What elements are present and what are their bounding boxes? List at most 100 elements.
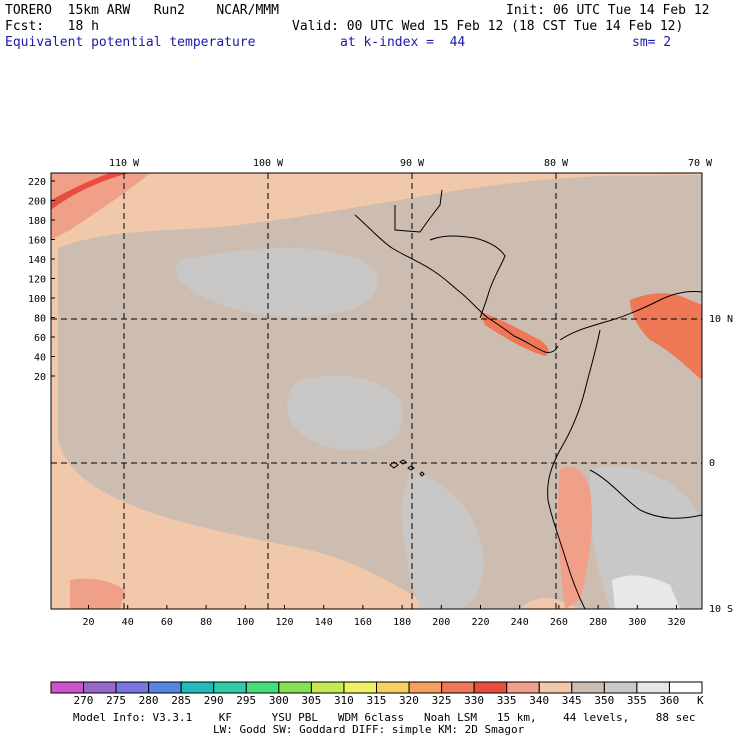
bottom-label: 20 [82, 617, 94, 628]
bottom-label: 140 [315, 617, 333, 628]
bottom-label: 280 [589, 617, 607, 628]
top-label: 100 W [253, 158, 284, 169]
shading-white-patch [612, 575, 680, 609]
colorbar-swatch [538, 681, 573, 694]
colorbar-label: 330 [464, 694, 485, 707]
left-label: 220 [28, 177, 46, 188]
coastline-yucatan [394, 189, 443, 233]
left-label: 180 [28, 216, 46, 227]
top-label: 90 W [400, 158, 425, 169]
shading-grey-patch [401, 470, 484, 609]
latlon-grid [51, 173, 702, 609]
coastlines [354, 189, 702, 609]
left-axis-labels: 220 200 180 160 140 120 100 80 60 40 20 [28, 177, 46, 383]
left-label: 20 [34, 372, 46, 383]
shading-grey-patch [176, 247, 379, 317]
shading-grey-patch [287, 375, 403, 451]
shading-warm-andes [557, 466, 592, 609]
top-label: 110 W [109, 158, 140, 169]
smoothing-info: sm= 2 [632, 35, 672, 50]
left-label: 160 [28, 236, 46, 247]
colorbar-label: 325 [431, 694, 452, 707]
colorbar-swatch [278, 681, 312, 694]
colorbar-swatch [148, 681, 182, 694]
colorbar-label: 360 [659, 694, 680, 707]
bottom-axis-labels: 20 40 60 80 100 120 140 160 180 200 220 240 260 280 30… [82, 617, 685, 628]
bottom-label: 180 [393, 617, 411, 628]
model-info: Model Info: V3.3.1 KF YSU PBL WDM 6class… [73, 711, 696, 724]
top-label: 70 W [688, 158, 713, 169]
colorbar-swatch [668, 681, 703, 694]
colorbar-swatch [506, 681, 540, 694]
right-label: 10 S [709, 604, 733, 615]
left-label: 40 [34, 353, 46, 364]
bottom-label: 120 [275, 617, 293, 628]
bottom-label: 100 [236, 617, 254, 628]
top-label: 80 W [544, 158, 569, 169]
shading-peach-band [51, 470, 370, 609]
colorbar-swatch [603, 681, 638, 694]
colorbar-swatch [408, 681, 443, 694]
colorbar-swatch [343, 681, 378, 694]
colorbar-unit: K [697, 694, 704, 707]
colorbar-swatch [441, 681, 475, 694]
colorbar-label: 350 [594, 694, 615, 707]
bottom-label: 300 [628, 617, 646, 628]
colorbar-swatch [245, 681, 280, 694]
colorbar-swatch [83, 681, 117, 694]
colorbar-label: 310 [333, 694, 354, 707]
colorbar-label: 295 [236, 694, 257, 707]
coastline-central-america [354, 214, 559, 353]
colorbar-label: 345 [561, 694, 582, 707]
colorbar-label: 340 [529, 694, 550, 707]
colorbar-swatch [180, 681, 215, 694]
left-label: 200 [28, 197, 46, 208]
bottom-label: 240 [511, 617, 529, 628]
field-name: Equivalent potential temperature [5, 35, 256, 50]
physics-info: LW: Godd SW: Goddard DIFF: simple KM: 2D… [213, 723, 525, 736]
colorbar-swatch [571, 681, 605, 694]
bottom-label: 80 [200, 617, 212, 628]
coastline-south-america [547, 291, 702, 609]
shading-warm-colombia [630, 293, 702, 380]
colorbar-label: 305 [301, 694, 322, 707]
field-shading [51, 173, 702, 609]
shading-warm-sw [70, 578, 125, 609]
right-label: 0 [709, 458, 715, 469]
level-info: at k-index = 44 [340, 35, 466, 50]
plot-frame [50, 172, 703, 610]
model-title: TORERO 15km ARW Run2 NCAR/MMM [5, 3, 279, 18]
forecast-hour: Fcst: 18 h [5, 19, 99, 34]
right-label: 10 N [709, 314, 733, 325]
shading-grey-patch [590, 466, 702, 609]
bottom-label: 320 [667, 617, 685, 628]
bottom-label: 260 [550, 617, 568, 628]
bottom-label: 40 [122, 617, 134, 628]
valid-time: Valid: 00 UTC Wed 15 Feb 12 (18 CST Tue … [292, 19, 684, 34]
left-label: 120 [28, 275, 46, 286]
left-label: 140 [28, 255, 46, 266]
bottom-label: 160 [354, 617, 372, 628]
colorbar-label: 320 [399, 694, 419, 707]
coastline-caribbean [429, 235, 506, 319]
colorbar-swatch [310, 681, 345, 694]
colorbar-swatch [50, 681, 85, 694]
left-label: 80 [34, 314, 46, 325]
bottom-label: 220 [471, 617, 489, 628]
axis-ticks [51, 180, 677, 609]
coastline-galapagos [389, 459, 425, 477]
colorbar-label: 355 [626, 694, 647, 707]
colorbar-label: 315 [366, 694, 387, 707]
colorbar-label: 335 [496, 694, 517, 707]
colorbar [50, 681, 703, 694]
colorbar-swatch [473, 681, 508, 694]
colorbar-label: 285 [171, 694, 192, 707]
colorbar-label: 300 [268, 694, 289, 707]
colorbar-swatch [213, 681, 247, 694]
colorbar-label: 280 [138, 694, 159, 707]
colorbar-swatch [115, 681, 150, 694]
init-time: Init: 06 UTC Tue 14 Feb 12 [506, 3, 710, 18]
left-label: 60 [34, 333, 46, 344]
colorbar-label: 290 [203, 694, 224, 707]
